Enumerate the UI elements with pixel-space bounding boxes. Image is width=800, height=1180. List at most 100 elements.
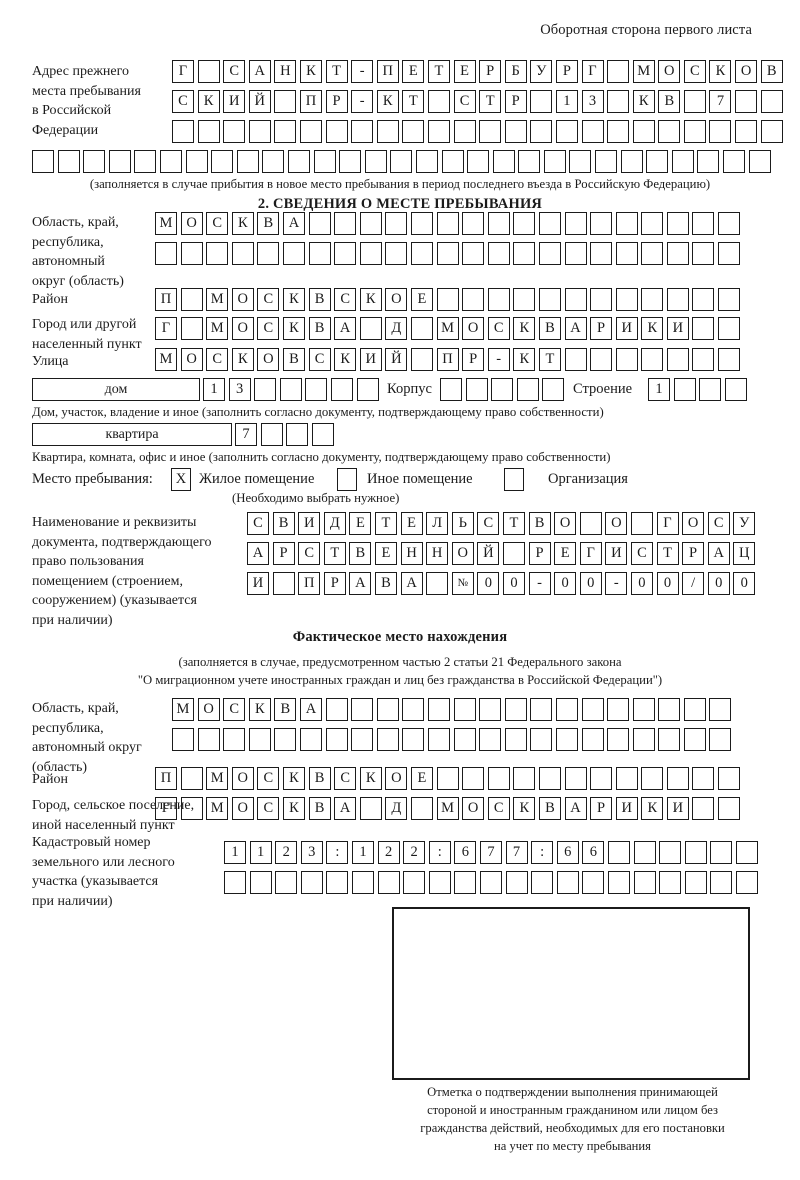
input-cell[interactable]: Р [590, 797, 613, 820]
input-cell[interactable]: С [683, 60, 706, 83]
input-cell[interactable] [748, 150, 771, 173]
input-cell[interactable]: 2 [403, 841, 426, 864]
input-cell[interactable] [760, 120, 783, 143]
input-cell[interactable] [260, 423, 283, 446]
input-cell[interactable] [531, 871, 554, 894]
input-cell[interactable] [286, 423, 309, 446]
input-cell[interactable] [272, 572, 295, 595]
input-cell[interactable] [595, 150, 618, 173]
input-cell[interactable]: П [155, 288, 177, 311]
input-cell[interactable] [282, 242, 305, 265]
input-cell[interactable] [385, 212, 408, 235]
input-cell[interactable] [581, 728, 604, 751]
input-cell[interactable] [692, 242, 715, 265]
input-cell[interactable] [427, 698, 450, 721]
input-cell[interactable] [364, 150, 387, 173]
input-cell[interactable] [487, 212, 510, 235]
input-cell[interactable] [543, 150, 566, 173]
input-cell[interactable] [479, 728, 502, 751]
input-cell[interactable] [683, 90, 706, 113]
input-cell[interactable] [615, 288, 638, 311]
input-cell[interactable]: И [223, 90, 246, 113]
input-cell[interactable] [718, 348, 741, 371]
input-cell[interactable] [692, 317, 715, 340]
input-cell[interactable] [462, 288, 485, 311]
input-cell[interactable] [709, 120, 732, 143]
input-cell[interactable]: 1 [224, 841, 246, 864]
input-cell[interactable]: Р [590, 317, 613, 340]
input-cell[interactable] [555, 698, 578, 721]
input-cell[interactable]: 0 [554, 572, 577, 595]
input-cell[interactable]: К [709, 60, 732, 83]
input-cell[interactable] [718, 212, 741, 235]
input-cell[interactable] [487, 242, 510, 265]
input-cell[interactable]: К [282, 288, 305, 311]
input-cell[interactable] [615, 212, 638, 235]
input-cell[interactable] [410, 348, 433, 371]
input-cell[interactable]: М [206, 317, 229, 340]
input-cell[interactable]: Р [325, 90, 348, 113]
input-cell[interactable]: 6 [556, 841, 579, 864]
input-cell[interactable]: И [615, 797, 638, 820]
input-cell[interactable]: С [257, 288, 280, 311]
input-cell[interactable]: М [155, 212, 177, 235]
input-cell[interactable]: О [462, 317, 485, 340]
input-cell[interactable] [564, 288, 587, 311]
input-cell[interactable] [666, 288, 689, 311]
input-cell[interactable]: 2 [377, 841, 400, 864]
input-cell[interactable]: / [682, 572, 705, 595]
input-cell[interactable] [718, 797, 741, 820]
input-cell[interactable] [402, 698, 425, 721]
input-cell[interactable]: О [385, 288, 408, 311]
input-cell[interactable] [479, 120, 502, 143]
input-cell[interactable]: И [359, 348, 382, 371]
input-cell[interactable] [487, 767, 510, 790]
input-cell[interactable]: В [760, 60, 783, 83]
input-cell[interactable] [658, 698, 681, 721]
input-cell[interactable]: В [282, 348, 305, 371]
input-cell[interactable] [615, 767, 638, 790]
input-cell[interactable]: 7 [709, 90, 732, 113]
input-cell[interactable] [180, 767, 203, 790]
input-cell[interactable] [410, 242, 433, 265]
input-cell[interactable] [305, 378, 328, 401]
input-cell[interactable] [299, 120, 322, 143]
input-cell[interactable]: : [428, 841, 451, 864]
input-cell[interactable] [377, 871, 400, 894]
input-cell[interactable]: В [274, 698, 297, 721]
input-cell[interactable] [513, 242, 536, 265]
input-cell[interactable]: С [453, 90, 476, 113]
input-cell[interactable] [415, 150, 438, 173]
input-cell[interactable] [410, 212, 433, 235]
input-cell[interactable]: К [632, 90, 655, 113]
input-cell[interactable] [641, 348, 664, 371]
input-cell[interactable] [462, 212, 485, 235]
input-cell[interactable]: Н [426, 542, 449, 565]
input-cell[interactable]: И [247, 572, 269, 595]
input-cell[interactable] [359, 797, 382, 820]
input-cell[interactable] [351, 120, 374, 143]
input-cell[interactable] [718, 288, 741, 311]
input-cell[interactable] [462, 242, 485, 265]
cadastral-row-2[interactable] [224, 871, 758, 894]
input-cell[interactable] [462, 767, 485, 790]
input-cell[interactable]: В [538, 797, 561, 820]
input-cell[interactable] [197, 120, 220, 143]
input-cell[interactable] [632, 728, 655, 751]
input-cell[interactable]: 1 [648, 378, 670, 401]
input-cell[interactable]: А [247, 542, 269, 565]
input-cell[interactable]: Д [385, 797, 408, 820]
input-cell[interactable]: О [180, 348, 203, 371]
input-cell[interactable]: С [630, 542, 653, 565]
input-cell[interactable] [684, 841, 707, 864]
input-cell[interactable]: С [223, 60, 246, 83]
input-cell[interactable] [641, 212, 664, 235]
input-cell[interactable] [564, 212, 587, 235]
previous-address-row-3[interactable] [172, 120, 783, 143]
input-cell[interactable]: В [349, 542, 372, 565]
input-cell[interactable] [564, 242, 587, 265]
input-cell[interactable] [172, 728, 194, 751]
